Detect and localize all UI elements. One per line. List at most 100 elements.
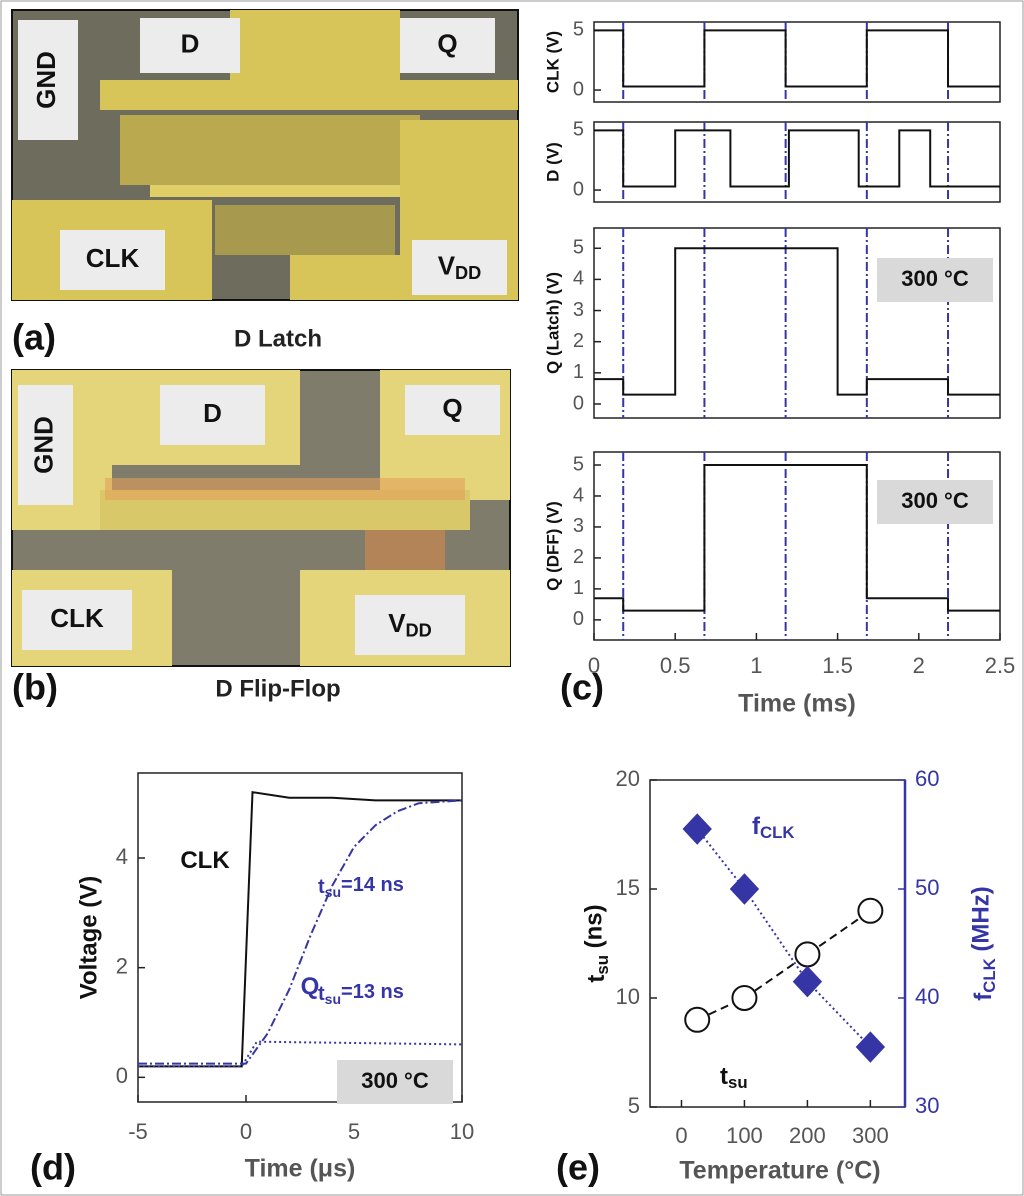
annotation-main: t (720, 1063, 728, 1090)
x-tick-label: 2.5 (985, 653, 1016, 678)
pad-label: Q (442, 393, 462, 423)
y-tick-label: 20 (616, 766, 640, 791)
x-tick-label: 0 (675, 1123, 687, 1148)
pad-label-main: Q (437, 28, 457, 58)
plot-frame (138, 773, 462, 1102)
panel-title: D Latch (234, 325, 322, 352)
annotation-rest: =13 ns (341, 981, 404, 1003)
panel-label: (d) (30, 1147, 76, 1188)
annotation-main: 300 °C (361, 1068, 429, 1093)
pad-label-main: CLK (86, 243, 140, 273)
x-tick-label: 5 (348, 1119, 360, 1144)
y2-tick-label: 30 (915, 1093, 939, 1118)
x-tick-label: 300 (852, 1123, 889, 1148)
y-tick-label: 2 (573, 546, 584, 568)
pad-label-main: D (203, 398, 222, 428)
x-axis-label: Temperature (°C) (679, 1157, 880, 1185)
annotation-sub: CLK (760, 823, 795, 842)
pad-label: D (181, 28, 200, 58)
x-tick-label: 0 (240, 1119, 252, 1144)
panel-label: (c) (560, 667, 604, 708)
annotation-sub: su (325, 991, 341, 1007)
pad-label-main: D (181, 28, 200, 58)
y-tick-label: 0 (573, 392, 584, 414)
plot-frame (594, 22, 1000, 102)
annotation: Q (301, 973, 320, 1000)
x-axis-label: Time (μs) (245, 1155, 356, 1183)
pad-label-main: CLK (50, 603, 104, 633)
annotation-main: 300 °C (901, 488, 969, 513)
y-tick-label: 15 (616, 875, 640, 900)
x-tick-label: 200 (789, 1123, 826, 1148)
y-tick-label: 0 (116, 1063, 128, 1088)
pad-label-main: GND (28, 416, 58, 474)
y-tick-label: 1 (573, 577, 584, 599)
y-tick-label: 5 (573, 453, 584, 475)
y-axis-label: Voltage (V) (75, 876, 102, 1000)
pad-label: GND (31, 51, 61, 109)
y-axis-label-rest: (ns) (581, 904, 608, 955)
y-tick-label: 5 (573, 19, 584, 41)
y2-tick-label: 40 (915, 984, 939, 1009)
pad-label: CLK (86, 243, 140, 273)
circle-marker (685, 1008, 709, 1032)
circle-marker (858, 899, 882, 923)
circle-marker (795, 942, 819, 966)
y-tick-label: 2 (116, 953, 128, 978)
pad-label: CLK (50, 603, 104, 633)
x-tick-label: 1.5 (822, 653, 853, 678)
figure: GNDDQCLKVDD(a)D LatchGNDDQCLKVDD(b)D Fli… (0, 0, 1024, 1196)
panel-label: (b) (12, 667, 58, 708)
annotation: CLK (180, 847, 230, 874)
y-axis-label: tsu (ns) (581, 904, 612, 982)
panel-label: (a) (12, 317, 56, 358)
annotation-main: 300 °C (901, 266, 969, 291)
pad-label-sub: DD (455, 263, 481, 283)
y-tick-label: 3 (573, 299, 584, 321)
y2-axis-label-sub: CLK (980, 958, 999, 993)
x-axis-label: Time (ms) (738, 690, 856, 718)
x-tick-label: 10 (450, 1119, 474, 1144)
pad-label-main: Q (442, 393, 462, 423)
y2-axis-label-rest: (MHz) (968, 886, 995, 958)
plot-frame (594, 122, 1000, 202)
y-tick-label: 2 (573, 330, 584, 352)
y-tick-label: 0 (573, 78, 584, 100)
annotation-main: CLK (180, 847, 230, 874)
y-axis-label-sub: su (593, 955, 612, 975)
y-tick-label: 3 (573, 515, 584, 537)
annotation-main: Q (301, 973, 320, 1000)
y-axis-label: Q (Latch) (V) (543, 272, 562, 374)
y-axis-label: Q (DFF) (V) (543, 501, 562, 591)
y-tick-label: 5 (573, 119, 584, 141)
y-tick-label: 1 (573, 361, 584, 383)
y-tick-label: 4 (116, 844, 128, 869)
pad-label-sub: DD (406, 620, 432, 640)
annotation: 300 °C (901, 266, 969, 291)
y-tick-label: 4 (573, 484, 584, 506)
x-tick-label: 1 (750, 653, 762, 678)
plot-frame (594, 228, 1000, 418)
y-axis-label: D (V) (543, 142, 562, 182)
annotation-sub: su (728, 1073, 748, 1092)
annotation: 300 °C (361, 1068, 429, 1093)
annotation-sub: su (325, 884, 341, 900)
y-tick-label: 5 (628, 1093, 640, 1118)
x-tick-label: 2 (913, 653, 925, 678)
pad-label-main: V (438, 250, 456, 280)
y-axis-label: CLK (V) (543, 31, 562, 93)
x-tick-label: 100 (726, 1123, 763, 1148)
y-axis-label-main: t (583, 975, 610, 983)
annotation: 300 °C (901, 488, 969, 513)
pad-label: Q (437, 28, 457, 58)
x-tick-label: -5 (128, 1119, 148, 1144)
y2-tick-label: 50 (915, 875, 939, 900)
annotation-rest: =14 ns (341, 874, 404, 896)
pad-label: GND (28, 416, 58, 474)
pad-label: D (203, 398, 222, 428)
x-tick-label: 0.5 (660, 653, 691, 678)
y-tick-label: 0 (573, 178, 584, 200)
y-tick-label: 10 (616, 984, 640, 1009)
pad-label-main: GND (31, 51, 61, 109)
y-tick-label: 5 (573, 237, 584, 259)
